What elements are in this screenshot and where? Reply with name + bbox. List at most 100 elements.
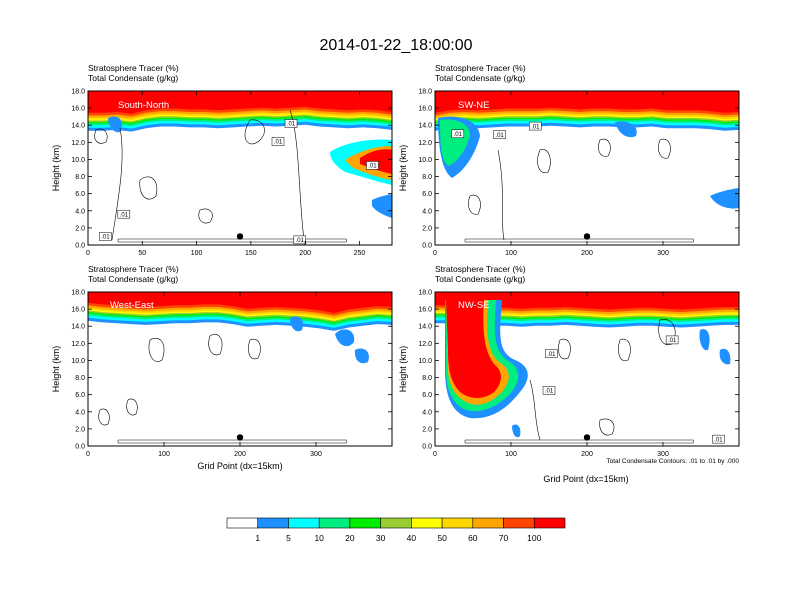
contour-label: .01 — [531, 124, 540, 130]
y-tick-label: 10.0 — [418, 358, 432, 365]
condensate-contour — [248, 338, 261, 360]
x-tick-label: 200 — [234, 451, 246, 458]
panel-west-east: Stratosphere Tracer (%) Total Condensate… — [51, 264, 393, 471]
y-axis-label: Height (km) — [51, 346, 61, 393]
y-tick-label: 0.0 — [422, 444, 432, 451]
condensate-contour — [599, 418, 615, 436]
contour-label: .01 — [545, 389, 554, 395]
tracer-band-10 — [435, 292, 739, 310]
location-marker — [583, 434, 591, 441]
blob — [108, 116, 122, 133]
contour-label-box — [284, 119, 298, 128]
colorbar-swatch — [288, 517, 320, 529]
plot-area: .01 .01 .01 0.0 2.0 4.0 6.0 8.0 10.0 12.0 14.0 16.0… — [418, 89, 740, 257]
contour-label-box — [665, 335, 679, 345]
colorbar-label: 100 — [527, 533, 541, 543]
subtitle-tracer: Stratosphere Tracer (%) — [88, 264, 179, 274]
condensate-contour — [94, 128, 108, 144]
colorbar-swatch — [533, 517, 566, 529]
location-marker — [236, 434, 244, 441]
colorbar-swatch — [226, 517, 259, 529]
blob — [354, 348, 369, 364]
region-label: South-North — [118, 100, 169, 111]
colorbar-label: 50 — [437, 533, 447, 543]
contour-label-box — [366, 161, 379, 170]
contour-label-box — [293, 235, 306, 245]
plot-area: .01 .01 .01 .01 0.0 2.0 4.0 6.0 8.0 10.0 12.0 14.0 1… — [418, 290, 740, 458]
colorbar-label: 20 — [345, 533, 355, 543]
colorbar: 1 5 10 20 30 40 50 60 70 100 — [226, 517, 566, 543]
y-tick-label: 2.0 — [75, 426, 85, 433]
y-tick-label: 18.0 — [71, 89, 85, 96]
condensate-contour — [529, 379, 541, 441]
y-axis-label: Height (km) — [51, 145, 61, 192]
y-tick-label: 16.0 — [418, 307, 432, 314]
panel-nw-se: Stratosphere Tracer (%) Total Condensate… — [398, 264, 740, 484]
colorbar-swatch — [257, 517, 289, 529]
region-label: West-East — [110, 300, 154, 311]
condensate-contour — [208, 334, 223, 356]
condensate-contour — [497, 149, 505, 241]
y-tick-label: 4.0 — [422, 409, 432, 416]
region-label: SW-NE — [458, 100, 490, 111]
y-tick-label: 6.0 — [75, 191, 85, 198]
contour-label-box — [271, 137, 285, 146]
surface-contour — [464, 238, 694, 243]
plot-area: 0.0 2.0 4.0 6.0 8.0 10.0 12.0 14.0 16.0 18.0 0 100 2… — [71, 290, 393, 458]
x-tick-label: 300 — [310, 451, 322, 458]
surface-contour — [117, 439, 347, 444]
contour-label: .01 — [714, 437, 723, 443]
y-tick-label: 6.0 — [422, 191, 432, 198]
y-tick-label: 18.0 — [418, 89, 432, 96]
contour-label: .01 — [287, 122, 296, 128]
subtitle-condensate: Total Condensate (g/kg) — [435, 274, 525, 284]
colorbar-swatch — [380, 517, 412, 529]
contour-label: .01 — [495, 133, 504, 139]
contour-label-box — [493, 130, 506, 139]
y-tick-label: 18.0 — [71, 290, 85, 297]
condensate-contour — [537, 149, 551, 174]
subtitle-condensate: Total Condensate (g/kg) — [88, 274, 178, 284]
tracer-band-10 — [88, 292, 392, 313]
y-tick-label: 6.0 — [75, 392, 85, 399]
y-tick-label: 4.0 — [422, 208, 432, 215]
contour-label-box — [712, 434, 725, 444]
x-tick-label: 0 — [433, 250, 437, 257]
y-tick-label: 16.0 — [71, 106, 85, 113]
x-tick-label: 150 — [245, 250, 257, 257]
condensate-contour — [598, 138, 611, 157]
y-tick-label: 10.0 — [71, 157, 85, 164]
blob — [719, 348, 731, 365]
y-tick-label: 10.0 — [71, 358, 85, 365]
colorbar-swatch — [318, 517, 351, 529]
region-label: NW-SE — [458, 300, 490, 311]
contour-label: .01 — [454, 132, 463, 138]
y-tick-label: 14.0 — [418, 324, 432, 331]
y-tick-label: 0.0 — [75, 444, 85, 451]
contour-label: .01 — [368, 164, 377, 170]
x-tick-label: 100 — [191, 250, 203, 257]
x-tick-label: 300 — [657, 250, 669, 257]
condensate-contour — [618, 338, 631, 362]
condensate-contour — [111, 127, 123, 241]
colorbar-swatch — [441, 517, 474, 529]
subtitle-condensate: Total Condensate (g/kg) — [435, 73, 525, 83]
colorbar-label: 30 — [376, 533, 386, 543]
y-tick-label: 8.0 — [422, 375, 432, 382]
y-tick-label: 14.0 — [71, 324, 85, 331]
x-tick-label: 50 — [138, 250, 146, 257]
x-tick-label: 300 — [657, 451, 669, 458]
contour-label-box — [451, 129, 465, 139]
contour-label-box — [545, 349, 558, 358]
condensate-contour — [468, 194, 481, 215]
blob — [699, 329, 710, 351]
y-tick-label: 12.0 — [418, 341, 432, 348]
subtitle-tracer: Stratosphere Tracer (%) — [435, 264, 526, 274]
blob — [615, 121, 637, 138]
y-tick-label: 0.0 — [422, 243, 432, 250]
condensate-contour — [126, 398, 138, 416]
x-tick-label: 100 — [505, 451, 517, 458]
y-tick-label: 14.0 — [418, 123, 432, 130]
blob — [335, 329, 355, 347]
contour-label: .01 — [668, 338, 677, 344]
